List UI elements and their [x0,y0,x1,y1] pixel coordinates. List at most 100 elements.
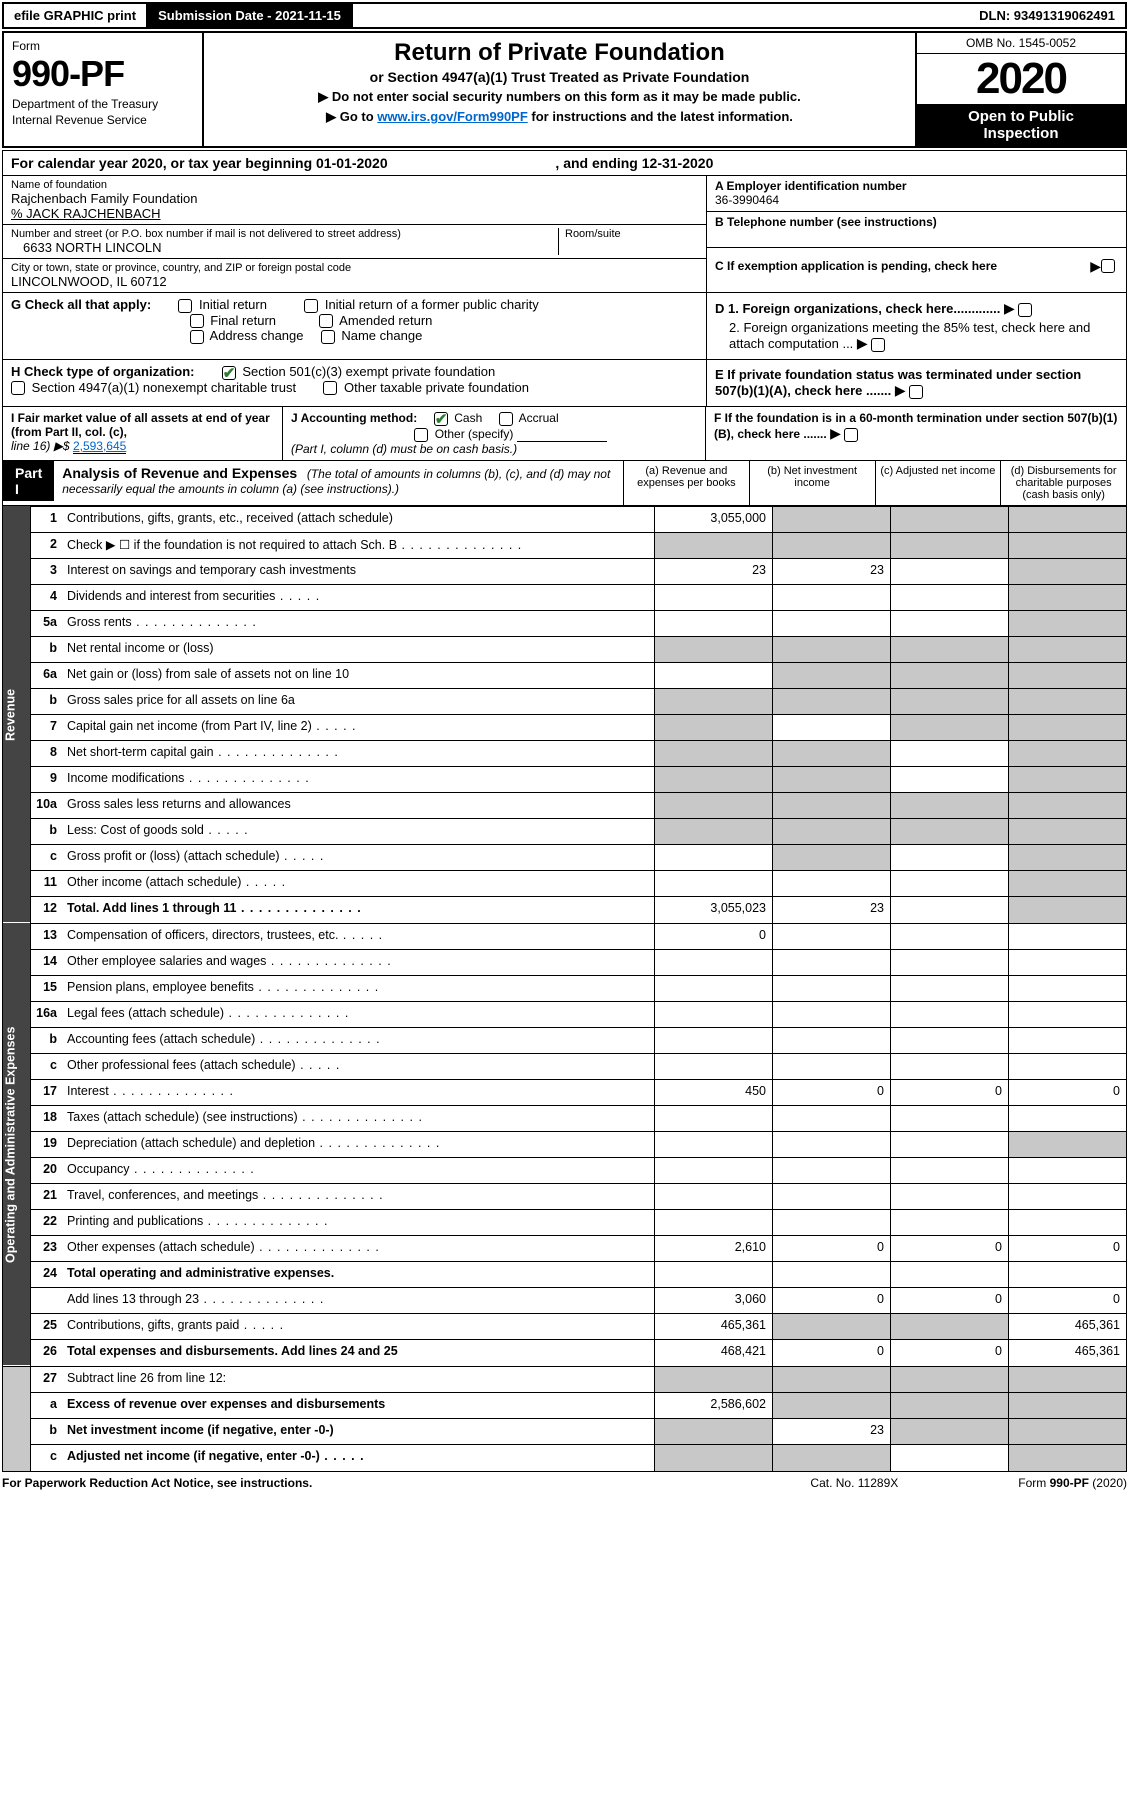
e-checkbox[interactable] [909,385,923,399]
room-label: Room/suite [565,228,698,240]
address-change-checkbox[interactable] [190,330,204,344]
line-text: Total. Add lines 1 through 11 [63,897,654,923]
initial-return-checkbox[interactable] [178,299,192,313]
amt-col-a [654,976,772,1001]
amt-col-c [890,1002,1008,1027]
line-20: 20Occupancy [31,1158,1126,1184]
501c3-checkbox[interactable] [222,366,236,380]
line-22: 22Printing and publications [31,1210,1126,1236]
tax-year: 2020 [917,54,1125,104]
line-num: b [31,819,63,844]
expense-lines: 13Compensation of officers, directors, t… [31,923,1127,1366]
amt-col-d: 465,361 [1008,1340,1126,1366]
amt-col-b: 23 [772,1419,890,1444]
city-row: City or town, state or province, country… [3,259,706,292]
care-of: % JACK RAJCHENBACH [11,206,698,221]
line-num: 10a [31,793,63,818]
efile-print-label[interactable]: efile GRAPHIC print [4,4,148,27]
amt-col-a: 465,361 [654,1314,772,1339]
line-14: 14Other employee salaries and wages [31,950,1126,976]
line-text: Taxes (attach schedule) (see instruction… [63,1106,654,1131]
amt-col-a [654,1184,772,1209]
amended-return-checkbox[interactable] [319,314,333,328]
line-num: 15 [31,976,63,1001]
amended-return-label: Amended return [339,313,432,328]
line-num: 2 [31,533,63,558]
amt-col-b [772,1367,890,1392]
amt-col-a: 2,610 [654,1236,772,1261]
line-26: 26Total expenses and disbursements. Add … [31,1340,1126,1366]
fmv-value[interactable]: 2,593,645 [73,439,126,454]
foundation-info-block: Name of foundation Rajchenbach Family Fo… [2,176,1127,293]
amt-col-c [890,1028,1008,1053]
j-note: (Part I, column (d) must be on cash basi… [291,442,517,456]
final-return-checkbox[interactable] [190,314,204,328]
amt-col-d [1008,767,1126,792]
amt-col-d [1008,1158,1126,1183]
line-num: c [31,845,63,870]
f-checkbox[interactable] [844,428,858,442]
cash-label: Cash [454,411,482,425]
part1-title: Analysis of Revenue and Expenses [62,465,297,481]
d1-checkbox[interactable] [1018,303,1032,317]
line-text: Net investment income (if negative, ente… [63,1419,654,1444]
amt-col-b [772,1184,890,1209]
amt-col-a [654,1445,772,1471]
instructions-link-row: ▶ Go to www.irs.gov/Form990PF for instru… [214,109,905,125]
ij-f-section: I Fair market value of all assets at end… [2,407,1127,461]
line-num: 26 [31,1340,63,1366]
exemption-pending-row: C If exemption application is pending, c… [707,248,1126,284]
amt-col-c [890,1445,1008,1471]
amt-col-c [890,924,1008,949]
other-taxable-checkbox[interactable] [323,381,337,395]
amt-col-c [890,1419,1008,1444]
amt-col-c [890,1393,1008,1418]
amt-col-d [1008,1002,1126,1027]
initial-former-checkbox[interactable] [304,299,318,313]
revenue-sidebar: Revenue [3,506,31,923]
c-checkbox[interactable] [1101,259,1115,273]
j-label: J Accounting method: [291,411,417,425]
line-num: 24 [31,1262,63,1287]
open-line1: Open to Public [921,108,1121,125]
accrual-label: Accrual [519,411,559,425]
line-text: Other employee salaries and wages [63,950,654,975]
line-8: 8Net short-term capital gain [31,741,1126,767]
amt-col-c [890,1054,1008,1079]
4947-checkbox[interactable] [11,381,25,395]
open-line2: Inspection [921,125,1121,142]
other-method-checkbox[interactable] [414,428,428,442]
line-num: 12 [31,897,63,923]
other-specify-input[interactable] [517,426,607,442]
initial-former-label: Initial return of a former public charit… [325,297,539,312]
amt-col-c [890,741,1008,766]
line-num: 22 [31,1210,63,1235]
amt-col-c [890,1184,1008,1209]
h-e-section: H Check type of organization: Section 50… [2,360,1127,407]
address-row: Number and street (or P.O. box number if… [3,225,706,259]
arrow-icon: ▶ [1004,300,1015,316]
part1-table: Revenue 1Contributions, gifts, grants, e… [2,506,1127,1472]
name-change-checkbox[interactable] [321,330,335,344]
d2-checkbox[interactable] [871,338,885,352]
amt-col-b: 0 [772,1236,890,1261]
amt-col-a: 3,060 [654,1288,772,1313]
amt-col-a: 23 [654,559,772,584]
amt-col-d [1008,533,1126,558]
amt-col-a: 468,421 [654,1340,772,1366]
amt-col-d [1008,871,1126,896]
amt-col-b [772,741,890,766]
f-block: F If the foundation is in a 60-month ter… [706,407,1126,460]
line-text: Contributions, gifts, grants, etc., rece… [63,507,654,532]
amt-col-a [654,1262,772,1287]
arrow-icon: ▶ [830,425,841,441]
accrual-checkbox[interactable] [499,412,513,426]
part1-header-row: Part I Analysis of Revenue and Expenses … [2,461,1127,506]
amt-col-d [1008,950,1126,975]
cash-checkbox[interactable] [434,412,448,426]
amt-col-b [772,1314,890,1339]
g-d-section: G Check all that apply: Initial return I… [2,293,1127,360]
line-19: 19Depreciation (attach schedule) and dep… [31,1132,1126,1158]
instructions-link[interactable]: www.irs.gov/Form990PF [377,109,528,124]
line-num: 21 [31,1184,63,1209]
